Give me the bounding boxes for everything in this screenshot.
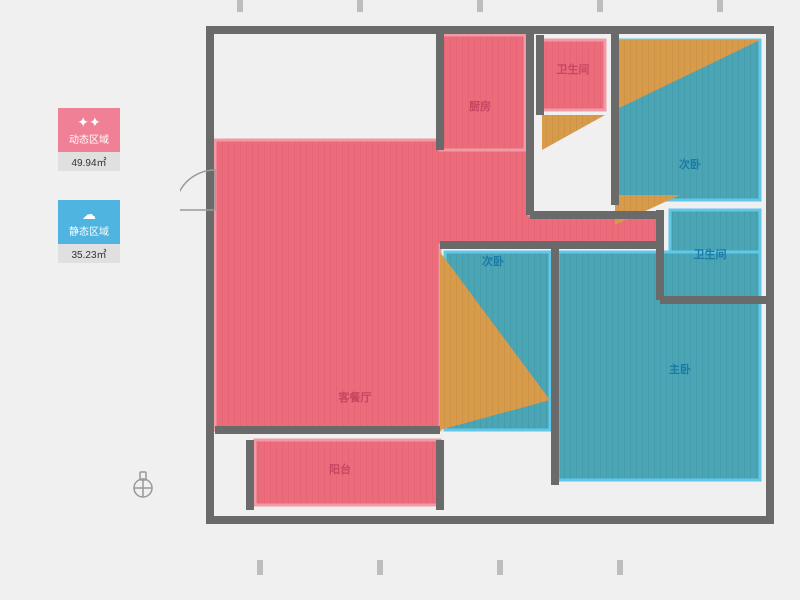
room-label-kitchen: 厨房: [469, 99, 491, 113]
room-label-bed2b: 次卧: [482, 254, 504, 268]
floor-plan: 客餐厅阳台厨房卫生间次卧卫生间次卧主卧: [180, 0, 800, 600]
room-label-living: 客餐厅: [338, 390, 372, 404]
sleep-icon: ☁: [82, 207, 96, 221]
room-kitchen: [440, 35, 525, 150]
people-icon: ✦✦: [77, 115, 100, 129]
room-label-bath2: 卫生间: [694, 247, 727, 261]
legend-static: ☁ 静态区域 35.23㎡: [58, 200, 120, 263]
legend-static-value: 35.23㎡: [58, 244, 120, 263]
legend-dynamic-value: 49.94㎡: [58, 152, 120, 171]
legend-static-header: ☁ 静态区域: [58, 200, 120, 244]
compass-icon: [128, 470, 158, 500]
room-label-balcony: 阳台: [329, 462, 351, 476]
floor-transition: [542, 115, 605, 150]
room-label-master: 主卧: [669, 362, 691, 376]
room-label-bed2a: 次卧: [679, 157, 701, 171]
legend-dynamic: ✦✦ 动态区域 49.94㎡: [58, 108, 120, 171]
legend-dynamic-label: 动态区域: [69, 131, 109, 146]
legend-static-label: 静态区域: [69, 223, 109, 238]
legend-dynamic-header: ✦✦ 动态区域: [58, 108, 120, 152]
room-label-bath1: 卫生间: [557, 62, 590, 76]
